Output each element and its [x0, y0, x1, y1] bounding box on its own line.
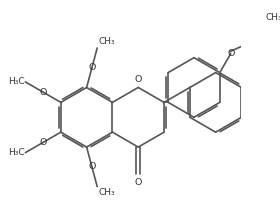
- Text: H₃C: H₃C: [8, 148, 25, 157]
- Text: O: O: [227, 49, 234, 58]
- Text: CH₃: CH₃: [98, 37, 115, 46]
- Text: H₃C: H₃C: [8, 78, 25, 87]
- Text: O: O: [88, 63, 95, 72]
- Text: O: O: [135, 178, 142, 187]
- Text: O: O: [135, 75, 142, 84]
- Text: CH₃: CH₃: [265, 13, 280, 22]
- Text: O: O: [88, 162, 95, 171]
- Text: O: O: [39, 138, 47, 147]
- Text: CH₃: CH₃: [99, 188, 115, 197]
- Text: O: O: [39, 88, 47, 97]
